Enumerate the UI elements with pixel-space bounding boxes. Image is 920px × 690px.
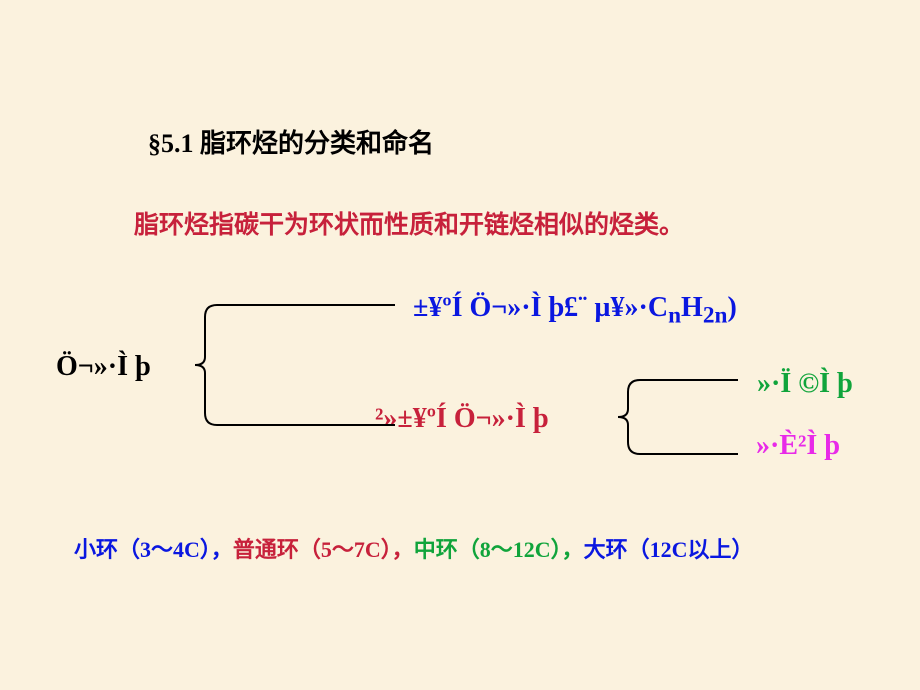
ring-size-footnote: 小环（3～4C），普通环（5～7C），中环（8～12C），大环（12C以上） xyxy=(74,529,874,571)
branch-top-main2: H xyxy=(681,292,703,323)
tree-branch-unsaturated: ²»±¥ºÍ Ö¬»·Ì þ xyxy=(375,403,548,435)
tree-leaf-ene: »·Ï ©Ì þ xyxy=(757,368,853,400)
footnote-normal-ring: 普通环（5～7C）， xyxy=(233,537,414,562)
footnote-large-ring: 大环（12C以上） xyxy=(584,537,754,562)
tree-root-label: Ö¬»·Ì þ xyxy=(56,351,151,383)
branch-top-main3: ) xyxy=(727,292,736,323)
tree-branch-saturated: ±¥ºÍ Ö¬»·Ì þ£¨ µ¥»·CnH2n) xyxy=(413,292,737,330)
branch-top-sub1: n xyxy=(668,303,681,329)
branch-top-main: ±¥ºÍ Ö¬»·Ì þ£¨ µ¥»·C xyxy=(413,292,668,323)
definition-text: 脂环烃指碳干为环状而性质和开链烃相似的烃类。 xyxy=(134,205,684,241)
bracket-main-path xyxy=(195,305,395,425)
bracket-sub xyxy=(618,370,738,464)
footnote-medium-ring: 中环（8～12C）， xyxy=(414,537,584,562)
tree-leaf-yne: »·È²Ì þ xyxy=(756,430,840,462)
bracket-main xyxy=(195,295,395,435)
section-title: §5.1 脂环烃的分类和命名 xyxy=(148,123,434,160)
footnote-small-ring: 小环（3～4C）， xyxy=(74,537,233,562)
bracket-sub-path xyxy=(618,380,738,454)
branch-top-sub2: 2n xyxy=(703,303,728,329)
